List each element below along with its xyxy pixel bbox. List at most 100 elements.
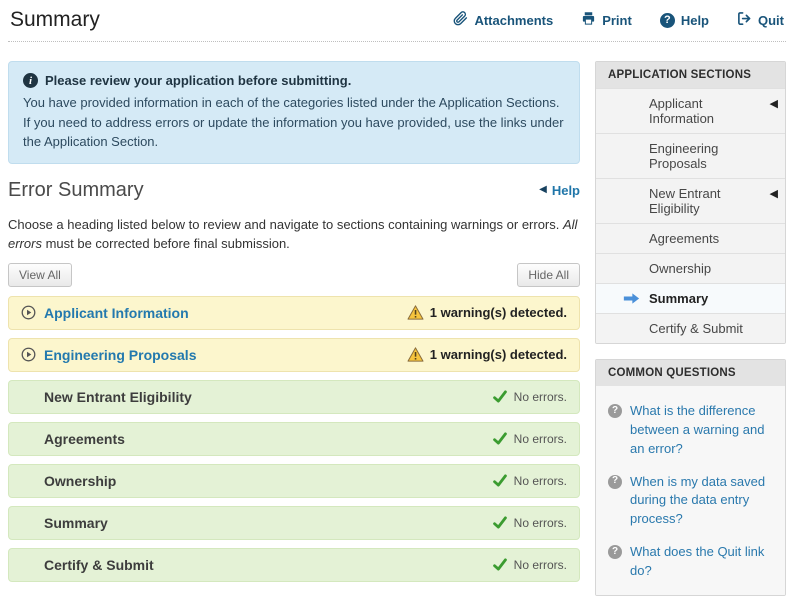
error-summary-row[interactable]: New Entrant Eligibility No errors. <box>8 379 580 414</box>
check-icon <box>492 389 508 404</box>
row-status-text: 1 warning(s) detected. <box>429 305 567 320</box>
section-row-label: Ownership <box>44 472 117 489</box>
common-questions-header: COMMON QUESTIONS <box>596 360 785 386</box>
error-summary-row[interactable]: Ownership No errors. <box>8 463 580 498</box>
section-row-label: New Entrant Eligibility <box>44 388 192 405</box>
section-row-label: Summary <box>44 514 108 531</box>
sidebar-item[interactable]: Engineering Proposals <box>596 133 785 178</box>
sidebar-item-label: Applicant Information <box>649 96 715 126</box>
sidebar-item[interactable]: Ownership <box>596 253 785 283</box>
common-question-text: What does the Quit link do? <box>630 544 765 578</box>
sidebar-item[interactable]: Certify & Submit <box>596 313 785 343</box>
row-left: Applicant Information <box>21 305 189 321</box>
info-box-title-text: Please review your application before su… <box>45 73 352 88</box>
page-title: Summary <box>10 8 100 31</box>
row-status-text: No errors. <box>513 389 567 404</box>
error-summary-row[interactable]: Certify & Submit No errors. <box>8 547 580 582</box>
row-right: No errors. <box>492 431 567 446</box>
sidebar-item[interactable]: Summary <box>596 283 785 313</box>
section-row-label: Agreements <box>44 430 125 447</box>
attachments-label: Attachments <box>474 12 554 28</box>
info-box: i Please review your application before … <box>8 61 580 164</box>
print-label: Print <box>602 12 632 28</box>
error-summary-help-label: Help <box>551 182 580 198</box>
print-link[interactable]: Print <box>581 11 632 29</box>
quit-icon <box>737 11 752 29</box>
info-box-title: i Please review your application before … <box>23 73 565 88</box>
row-status-text: No errors. <box>513 431 567 446</box>
row-right: No errors. <box>492 473 567 488</box>
expand-icon[interactable] <box>21 347 36 362</box>
expand-icon[interactable] <box>21 305 36 320</box>
top-header: Summary Attachments Print ? Help <box>8 0 786 42</box>
error-summary-rows: Applicant Information 1 warning(s) detec… <box>8 295 580 582</box>
warning-icon <box>407 305 424 320</box>
sidebar-item[interactable]: Applicant Information ◀ <box>596 88 785 133</box>
row-status-text: No errors. <box>513 473 567 488</box>
application-sections-list: Applicant Information ◀ Engineering Prop… <box>596 88 785 343</box>
error-summary-description: Choose a heading listed below to review … <box>8 215 580 254</box>
quit-label: Quit <box>758 12 784 28</box>
error-summary-help-link[interactable]: ◀ Help <box>539 183 580 198</box>
section-row-label: Certify & Submit <box>44 556 154 573</box>
warning-marker-icon: ◀ <box>769 98 778 110</box>
row-right: 1 warning(s) detected. <box>407 305 567 320</box>
hide-all-button[interactable]: Hide All <box>517 262 580 287</box>
sidebar-item-label: Agreements <box>649 231 720 246</box>
check-icon <box>492 473 508 488</box>
error-summary-row[interactable]: Summary No errors. <box>8 505 580 540</box>
row-right: No errors. <box>492 557 567 572</box>
description-after: must be corrected before final submissio… <box>41 236 290 251</box>
sidebar-item-label: Ownership <box>649 261 712 276</box>
sidebar-item[interactable]: New Entrant Eligibility ◀ <box>596 178 785 223</box>
common-question-text: When is my data saved during the data en… <box>630 473 766 527</box>
error-summary-row[interactable]: Applicant Information 1 warning(s) detec… <box>8 295 580 330</box>
section-row-label: Engineering Proposals <box>44 346 197 363</box>
info-box-body: You have provided information in each of… <box>23 95 564 149</box>
error-summary-heading: Error Summary <box>8 178 144 201</box>
sidebar-item-label: Engineering Proposals <box>649 141 719 171</box>
sidebar-item[interactable]: Agreements <box>596 223 785 253</box>
application-sections-panel: APPLICATION SECTIONS Applicant Informati… <box>595 61 786 344</box>
section-row-label: Applicant Information <box>44 304 189 321</box>
attachments-link[interactable]: Attachments <box>453 11 553 29</box>
check-icon <box>492 515 508 530</box>
help-link-top[interactable]: ? Help <box>659 12 709 28</box>
row-left: Engineering Proposals <box>21 347 196 363</box>
application-sections-header: APPLICATION SECTIONS <box>596 62 785 88</box>
error-summary-row[interactable]: Agreements No errors. <box>8 421 580 456</box>
check-icon <box>492 431 508 446</box>
description-emphasis: All errors <box>8 216 578 252</box>
row-right: No errors. <box>492 389 567 404</box>
info-icon: i <box>23 73 38 88</box>
sidebar-item-label: New Entrant Eligibility <box>649 186 721 216</box>
warning-icon <box>407 347 424 362</box>
row-status-text: No errors. <box>513 515 567 530</box>
top-links: Attachments Print ? Help Quit <box>453 11 784 29</box>
warning-marker-icon: ◀ <box>769 188 778 200</box>
common-question-link[interactable]: ? When is my data saved during the data … <box>596 463 785 534</box>
common-question-text: What is the difference between a warning… <box>630 403 765 456</box>
sidebar: APPLICATION SECTIONS Applicant Informati… <box>595 61 786 596</box>
quit-link[interactable]: Quit <box>737 11 784 29</box>
active-arrow-icon <box>623 292 640 308</box>
common-questions-panel: COMMON QUESTIONS ? What is the differenc… <box>595 359 786 596</box>
row-left: New Entrant Eligibility <box>21 389 192 405</box>
question-mark-icon: ? <box>608 404 622 418</box>
common-questions-list: ? What is the difference between a warni… <box>596 386 785 595</box>
question-mark-icon: ? <box>608 545 622 560</box>
row-left: Ownership <box>21 473 116 489</box>
sidebar-item-label: Certify & Submit <box>649 321 743 336</box>
question-mark-icon: ? <box>608 474 622 489</box>
common-question-link[interactable]: ? What is the difference between a warni… <box>596 392 785 463</box>
row-status-text: 1 warning(s) detected. <box>429 347 567 362</box>
row-left: Agreements <box>21 431 125 447</box>
error-summary-row[interactable]: Engineering Proposals 1 warning(s) detec… <box>8 337 580 372</box>
view-all-button[interactable]: View All <box>8 262 72 287</box>
check-icon <box>492 557 508 572</box>
row-right: 1 warning(s) detected. <box>407 347 567 362</box>
common-question-link[interactable]: ? What does the Quit link do? <box>596 533 785 585</box>
help-circle-icon: ? <box>659 12 675 28</box>
row-status-text: No errors. <box>513 557 567 572</box>
